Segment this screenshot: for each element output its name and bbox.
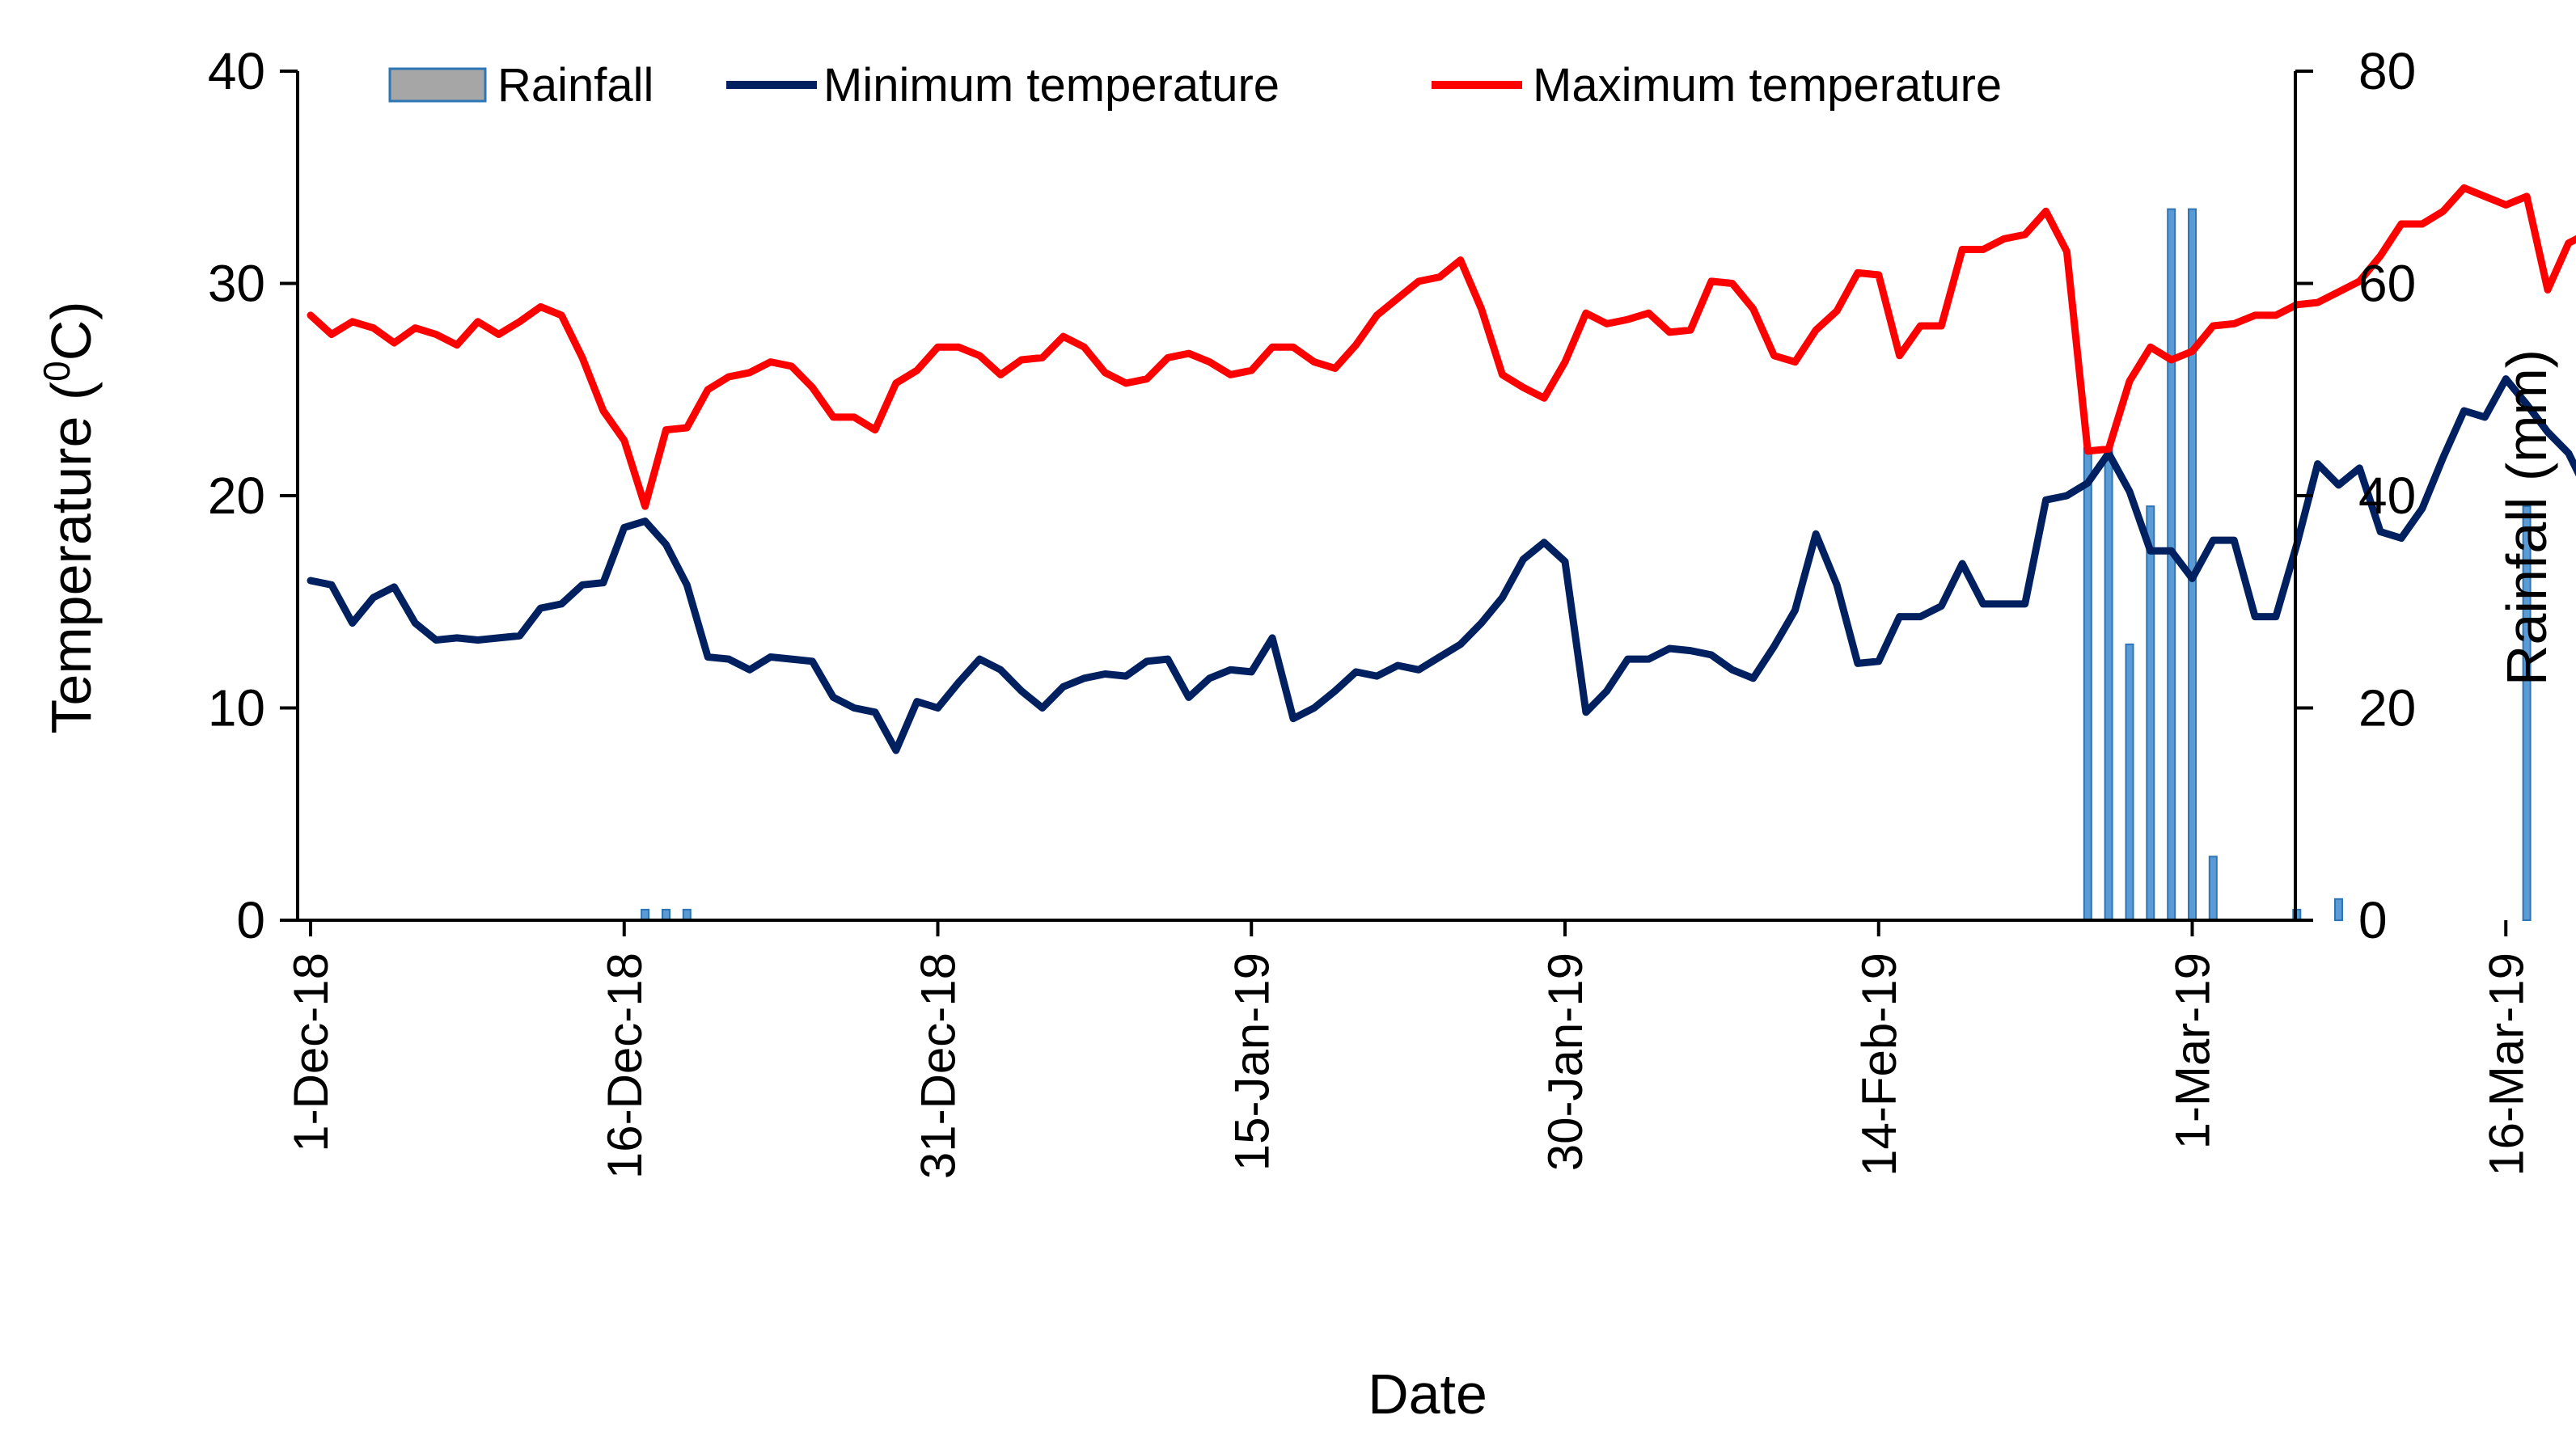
- y-right-tick-label: 40: [2358, 467, 2416, 525]
- rainfall-bar: [2146, 505, 2155, 921]
- rainfall-bar: [2104, 446, 2113, 921]
- y-left-tick-label: 10: [208, 679, 265, 737]
- max-temperature-line: [307, 184, 2576, 510]
- min-temperature-line: [307, 375, 2576, 754]
- x-tick-label: 16-Mar-19: [2479, 953, 2533, 1177]
- x-tick-label: 14-Feb-19: [1852, 953, 1906, 1177]
- y-left-tick-label: 40: [208, 42, 265, 100]
- rainfall-bar: [2334, 898, 2343, 922]
- x-tick-label: 1-Mar-19: [2166, 953, 2220, 1149]
- rainfall-bar: [2208, 856, 2218, 922]
- y-right-tick-label: 20: [2358, 679, 2416, 737]
- legend-rainfall-label: Rainfall: [497, 59, 654, 112]
- axes: 0 10 20 30 40 0 20 40 60 80 1-Dec-18 16-Dec-18 31-De…: [208, 42, 2533, 1179]
- y-axis-left-title: Temperature (0C): [36, 301, 103, 733]
- legend-rainfall-swatch: [388, 67, 487, 103]
- legend-min-temp-label: Minimum temperature: [823, 59, 1280, 112]
- x-tick-label: 15-Jan-19: [1225, 953, 1279, 1171]
- y-right-tick-label: 80: [2358, 42, 2416, 100]
- rainfall-bar: [2188, 208, 2197, 922]
- legend-max-temp-label: Maximum temperature: [1533, 59, 2002, 112]
- rainfall-bar: [2522, 505, 2532, 921]
- x-tick-label: 30-Jan-19: [1538, 953, 1593, 1171]
- y-axis-right-title: Rainfall (mm): [2495, 349, 2558, 686]
- temperature-lines: [307, 184, 2576, 754]
- rainfall-bar: [2083, 446, 2092, 921]
- x-tick-label: 16-Dec-18: [598, 953, 652, 1179]
- legend: Rainfall Minimum temperature Maximum tem…: [388, 59, 2002, 112]
- rainfall-bar: [2125, 643, 2134, 922]
- y-left-tick-label: 0: [236, 891, 265, 949]
- rainfall-bar: [2167, 208, 2176, 922]
- y-left-tick-label: 20: [208, 467, 265, 525]
- rainfall-bars: [641, 208, 2532, 922]
- y-right-tick-label: 0: [2358, 891, 2388, 949]
- x-tick-label: 1-Dec-18: [284, 953, 338, 1152]
- y-left-tick-label: 30: [208, 255, 265, 313]
- y-right-tick-label: 60: [2358, 255, 2416, 313]
- x-tick-label: 31-Dec-18: [912, 953, 966, 1179]
- x-axis-title: Date: [1368, 1363, 1487, 1426]
